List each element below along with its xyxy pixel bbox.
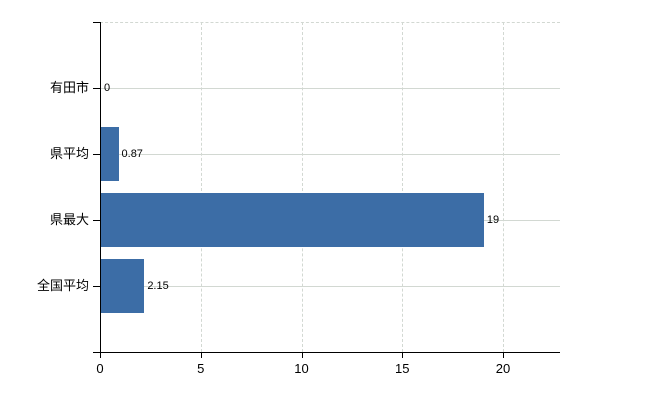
x-axis-tick (200, 352, 202, 358)
x-axis-tick (100, 352, 101, 358)
x-tick-label: 20 (495, 361, 511, 376)
bar (101, 127, 119, 181)
y-axis-line (100, 22, 101, 353)
bar-value-label: 2.15 (147, 280, 169, 292)
category-label: 県平均 (49, 146, 89, 161)
x-axis-tick (503, 352, 504, 358)
bar-value-label: 0.87 (121, 148, 143, 160)
category-label: 県最大 (49, 212, 89, 227)
bar-value-label: 0 (104, 82, 111, 94)
y-gridline (100, 285, 560, 287)
category-label: 全国平均 (36, 278, 89, 293)
x-axis-tick (402, 352, 404, 358)
y-gridline (100, 153, 560, 155)
x-tick-label: 15 (395, 361, 410, 376)
x-gridline (402, 22, 404, 352)
y-axis-end-tick (93, 21, 100, 23)
x-gridline (301, 22, 303, 352)
x-tick-label: 10 (294, 361, 309, 376)
bar-value-label: 19 (486, 214, 500, 226)
x-gridline (503, 22, 504, 352)
bar (101, 259, 144, 313)
x-tick-label: 5 (197, 361, 205, 376)
x-axis-tick (301, 352, 303, 358)
category-label: 有田市 (49, 80, 89, 95)
plot-top-border (100, 22, 560, 23)
y-axis-tick (93, 219, 100, 221)
y-axis-tick (93, 87, 100, 89)
x-axis-line (100, 352, 560, 353)
y-axis-tick (93, 153, 100, 155)
y-axis-tick (93, 285, 100, 287)
bar (101, 193, 484, 247)
x-gridline (200, 22, 202, 352)
y-gridline (100, 87, 560, 89)
x-tick-label: 0 (96, 361, 104, 376)
y-axis-end-tick (93, 351, 100, 353)
